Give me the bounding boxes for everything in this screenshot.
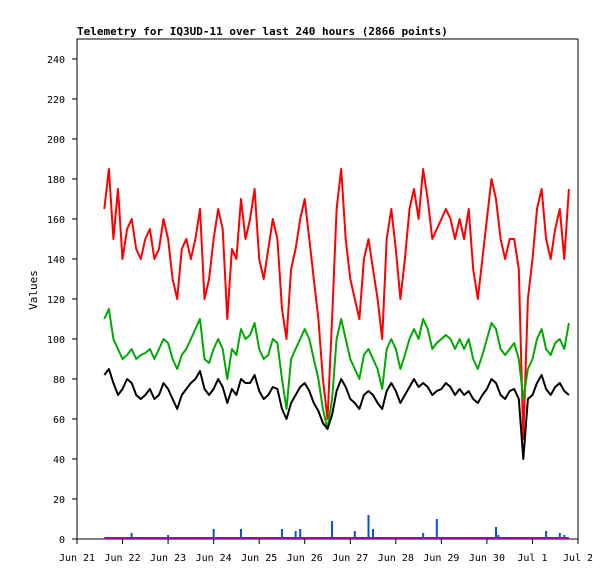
series-red-line xyxy=(103,168,570,440)
series-black-line xyxy=(103,368,570,460)
x-tick-label: Jul 1 xyxy=(517,553,547,564)
x-tick-label: Jun 27 xyxy=(332,553,368,564)
x-tick-label: Jun 23 xyxy=(150,553,186,564)
series-blue-spikes xyxy=(130,515,566,539)
y-tick-label: 140 xyxy=(47,255,65,266)
y-tick-label: 20 xyxy=(53,495,65,506)
x-tick-label: Jun 28 xyxy=(378,553,414,564)
y-tick-label: 60 xyxy=(53,415,65,426)
x-tick-label: Jul 2 xyxy=(563,553,593,564)
y-tick-label: 40 xyxy=(53,455,65,466)
y-tick-label: 0 xyxy=(59,535,65,546)
x-tick-label: Jun 29 xyxy=(423,553,459,564)
x-tick-label: Jun 22 xyxy=(104,553,140,564)
y-tick-label: 220 xyxy=(47,95,65,106)
y-axis-label: Values xyxy=(27,270,40,310)
y-tick-label: 100 xyxy=(47,335,65,346)
x-tick-label: Jun 25 xyxy=(241,553,277,564)
plot-frame xyxy=(76,38,579,540)
series-green-line xyxy=(103,308,570,430)
x-axis-ticks: Jun 21 Jun 22 Jun 23 Jun 24 Jun 25 Jun 26 Jun … xyxy=(59,539,593,564)
chart-title: Telemetry for IQ3UD-11 over last 240 hou… xyxy=(77,25,448,38)
x-tick-label: Jun 30 xyxy=(469,553,505,564)
x-tick-label: Jun 24 xyxy=(196,553,232,564)
y-tick-label: 120 xyxy=(47,295,65,306)
y-tick-label: 80 xyxy=(53,375,65,386)
y-axis-ticks: 0 20 40 60 80 100 120 140 160 180 200 220 240 xyxy=(47,55,77,546)
x-tick-label: Jun 26 xyxy=(287,553,323,564)
y-tick-label: 200 xyxy=(47,135,65,146)
y-tick-label: 240 xyxy=(47,55,65,66)
series-layer xyxy=(103,168,570,539)
y-tick-label: 180 xyxy=(47,175,65,186)
x-tick-label: Jun 21 xyxy=(59,553,95,564)
y-tick-label: 160 xyxy=(47,215,65,226)
